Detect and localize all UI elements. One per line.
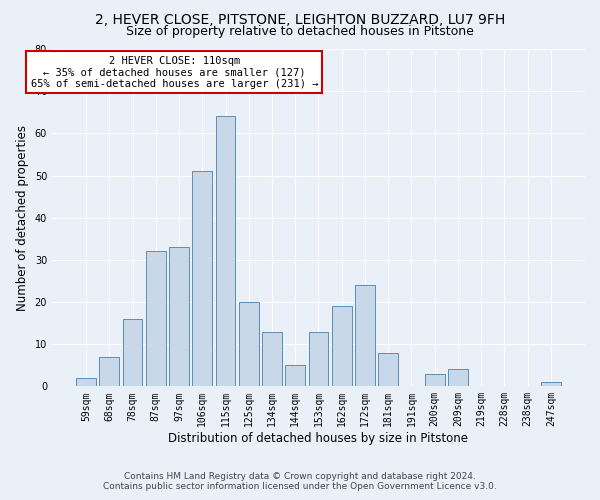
Bar (286, 365, 305, 386)
Bar (76, 378, 96, 386)
Bar (379, 352, 398, 386)
Text: Size of property relative to detached houses in Pitstone: Size of property relative to detached ho… (126, 25, 474, 38)
Bar (541, 382, 561, 386)
Bar (215, 116, 235, 386)
Bar (355, 285, 375, 386)
Bar (448, 370, 468, 386)
Text: Contains HM Land Registry data © Crown copyright and database right 2024.
Contai: Contains HM Land Registry data © Crown c… (103, 472, 497, 491)
Bar (425, 374, 445, 386)
Bar (100, 357, 119, 386)
Bar (146, 252, 166, 386)
X-axis label: Distribution of detached houses by size in Pitstone: Distribution of detached houses by size … (169, 432, 469, 445)
Text: 2 HEVER CLOSE: 110sqm
← 35% of detached houses are smaller (127)
65% of semi-det: 2 HEVER CLOSE: 110sqm ← 35% of detached … (31, 56, 318, 89)
Bar (122, 319, 142, 386)
Bar (169, 247, 189, 386)
Bar (308, 332, 328, 386)
Y-axis label: Number of detached properties: Number of detached properties (16, 124, 29, 310)
Bar (239, 302, 259, 386)
Bar (193, 172, 212, 386)
Bar (332, 306, 352, 386)
Text: 2, HEVER CLOSE, PITSTONE, LEIGHTON BUZZARD, LU7 9FH: 2, HEVER CLOSE, PITSTONE, LEIGHTON BUZZA… (95, 12, 505, 26)
Bar (262, 332, 282, 386)
